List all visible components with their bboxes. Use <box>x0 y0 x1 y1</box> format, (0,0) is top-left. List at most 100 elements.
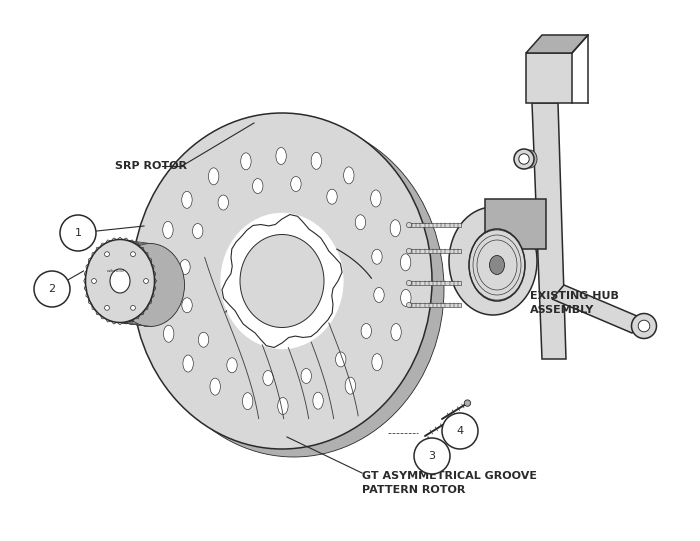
Bar <box>409 281 461 285</box>
Polygon shape <box>96 311 128 318</box>
Polygon shape <box>88 262 119 270</box>
Circle shape <box>519 154 529 164</box>
Ellipse shape <box>193 223 203 239</box>
Ellipse shape <box>182 192 192 208</box>
Circle shape <box>442 413 478 449</box>
Polygon shape <box>118 322 152 326</box>
Circle shape <box>414 438 450 474</box>
Polygon shape <box>93 252 126 259</box>
Circle shape <box>407 302 412 308</box>
Circle shape <box>144 279 148 283</box>
Ellipse shape <box>227 358 237 373</box>
Circle shape <box>92 279 97 283</box>
Polygon shape <box>108 241 141 246</box>
Ellipse shape <box>290 176 301 192</box>
Text: EXISTING HUB
ASSEMBLY: EXISTING HUB ASSEMBLY <box>530 291 619 315</box>
Text: SRP ROTOR: SRP ROTOR <box>115 161 187 171</box>
Text: 4: 4 <box>456 426 463 436</box>
Circle shape <box>638 320 650 332</box>
Ellipse shape <box>198 332 209 347</box>
Polygon shape <box>102 316 134 322</box>
Text: GT ASYMMETRICAL GROOVE
PATTERN ROTOR: GT ASYMMETRICAL GROOVE PATTERN ROTOR <box>362 471 537 495</box>
Ellipse shape <box>449 207 537 315</box>
Ellipse shape <box>361 324 372 339</box>
Polygon shape <box>552 285 644 333</box>
Ellipse shape <box>218 195 228 210</box>
Polygon shape <box>87 292 118 300</box>
Polygon shape <box>86 287 117 296</box>
Circle shape <box>407 222 412 228</box>
Circle shape <box>407 280 412 286</box>
Circle shape <box>104 306 109 310</box>
Ellipse shape <box>371 190 381 207</box>
Text: wilwood: wilwood <box>107 269 125 273</box>
Ellipse shape <box>345 377 356 394</box>
Ellipse shape <box>242 393 253 410</box>
Ellipse shape <box>153 291 164 308</box>
Circle shape <box>131 306 135 310</box>
Circle shape <box>34 271 70 307</box>
Circle shape <box>514 149 534 169</box>
Ellipse shape <box>153 255 163 273</box>
Ellipse shape <box>180 260 190 274</box>
Polygon shape <box>485 199 546 249</box>
Circle shape <box>631 313 657 339</box>
Ellipse shape <box>372 354 382 371</box>
Polygon shape <box>99 246 132 253</box>
Polygon shape <box>104 318 138 324</box>
Polygon shape <box>104 242 138 248</box>
Ellipse shape <box>313 392 323 409</box>
Ellipse shape <box>390 220 400 237</box>
Polygon shape <box>99 313 132 320</box>
Circle shape <box>447 417 454 423</box>
Ellipse shape <box>276 148 286 164</box>
Polygon shape <box>86 270 117 279</box>
Ellipse shape <box>253 179 263 194</box>
Polygon shape <box>222 215 342 347</box>
Ellipse shape <box>400 289 411 306</box>
Ellipse shape <box>210 378 220 395</box>
Ellipse shape <box>344 167 354 184</box>
Ellipse shape <box>164 325 174 342</box>
Ellipse shape <box>182 298 192 313</box>
Polygon shape <box>111 240 145 245</box>
Ellipse shape <box>116 243 185 327</box>
Polygon shape <box>91 304 123 311</box>
Circle shape <box>60 215 96 251</box>
Ellipse shape <box>132 113 432 449</box>
Ellipse shape <box>110 269 130 293</box>
Polygon shape <box>115 240 148 244</box>
Polygon shape <box>88 296 119 304</box>
Polygon shape <box>526 35 588 53</box>
Ellipse shape <box>523 150 537 168</box>
Polygon shape <box>93 307 126 314</box>
Ellipse shape <box>312 153 321 169</box>
Polygon shape <box>96 249 128 255</box>
Ellipse shape <box>335 352 346 367</box>
Ellipse shape <box>240 234 324 327</box>
Polygon shape <box>90 300 121 308</box>
Polygon shape <box>526 53 572 103</box>
Ellipse shape <box>301 368 312 384</box>
Polygon shape <box>115 322 148 326</box>
Text: 3: 3 <box>428 451 435 461</box>
Text: 1: 1 <box>74 228 81 238</box>
Circle shape <box>407 248 412 254</box>
Ellipse shape <box>355 215 365 230</box>
Circle shape <box>104 252 109 256</box>
Polygon shape <box>108 320 141 325</box>
Bar <box>409 223 461 227</box>
Ellipse shape <box>144 121 444 457</box>
Polygon shape <box>90 258 121 266</box>
Ellipse shape <box>372 249 382 264</box>
Ellipse shape <box>391 324 401 341</box>
Ellipse shape <box>263 371 273 386</box>
Ellipse shape <box>278 398 288 414</box>
Polygon shape <box>85 279 116 287</box>
Ellipse shape <box>469 229 525 301</box>
Ellipse shape <box>183 355 193 372</box>
Circle shape <box>131 252 135 256</box>
Polygon shape <box>102 244 134 250</box>
Ellipse shape <box>162 221 173 239</box>
Polygon shape <box>111 321 145 326</box>
